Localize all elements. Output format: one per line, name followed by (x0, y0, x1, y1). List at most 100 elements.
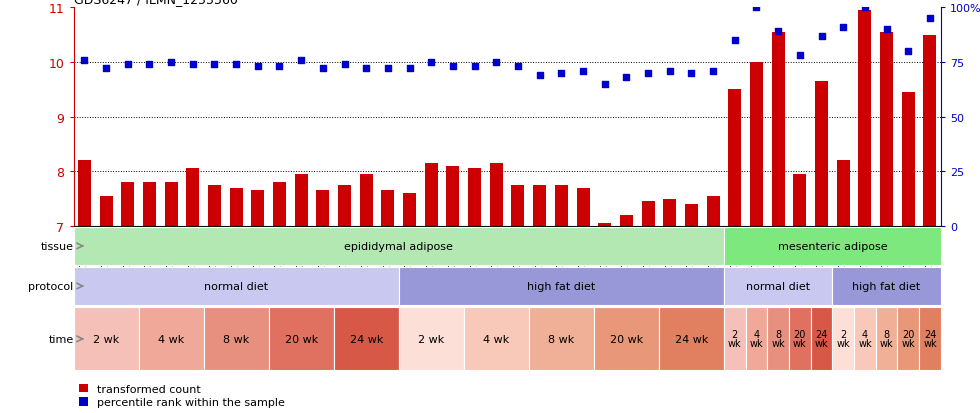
Text: GSM971555: GSM971555 (275, 241, 284, 287)
Point (359, 66, 374, 73)
Point (488, 59, 504, 66)
Text: GSM971561: GSM971561 (405, 241, 415, 287)
Point (380, 66, 396, 73)
Text: GSM971549: GSM971549 (145, 241, 154, 287)
Bar (165, 183, 177, 226)
FancyBboxPatch shape (205, 228, 224, 255)
FancyBboxPatch shape (399, 308, 464, 370)
Text: GSM971552: GSM971552 (210, 241, 219, 287)
Text: GSM971562: GSM971562 (426, 241, 436, 287)
Point (315, 66, 330, 73)
Point (466, 64, 482, 71)
Text: GSM971576: GSM971576 (730, 241, 739, 287)
Text: epididymal adipose: epididymal adipose (344, 241, 453, 251)
Point (98, 66, 114, 73)
Text: GSM971572: GSM971572 (644, 241, 653, 287)
Text: GSM971548: GSM971548 (123, 241, 132, 287)
FancyBboxPatch shape (876, 308, 898, 370)
Point (120, 62, 135, 68)
Bar (533, 185, 546, 226)
FancyBboxPatch shape (898, 308, 919, 370)
FancyBboxPatch shape (421, 228, 441, 255)
FancyBboxPatch shape (333, 308, 399, 370)
FancyBboxPatch shape (595, 228, 614, 255)
Text: GSM971553: GSM971553 (231, 241, 241, 287)
FancyBboxPatch shape (767, 308, 789, 370)
FancyBboxPatch shape (856, 228, 875, 255)
Text: GSM971574: GSM971574 (687, 241, 696, 287)
FancyBboxPatch shape (920, 228, 940, 255)
Bar (576, 188, 590, 226)
Text: high fat diet: high fat diet (527, 281, 596, 291)
Point (901, 49, 916, 55)
Bar (902, 93, 914, 226)
Point (164, 59, 179, 66)
Text: GSM971563: GSM971563 (449, 241, 458, 287)
FancyBboxPatch shape (530, 228, 550, 255)
FancyBboxPatch shape (832, 308, 855, 370)
Text: 4 wk: 4 wk (158, 334, 184, 344)
FancyBboxPatch shape (616, 228, 636, 255)
FancyBboxPatch shape (704, 228, 723, 255)
FancyBboxPatch shape (183, 228, 203, 255)
Point (749, 5, 764, 12)
FancyBboxPatch shape (573, 228, 593, 255)
Text: 8
wk: 8 wk (771, 330, 785, 349)
Bar (295, 175, 308, 226)
Bar (642, 202, 655, 226)
Text: GSM971564: GSM971564 (470, 241, 479, 287)
Bar (555, 185, 567, 226)
Text: 24
wk: 24 wk (923, 330, 937, 349)
FancyBboxPatch shape (746, 308, 767, 370)
Text: GSM971547: GSM971547 (102, 241, 111, 287)
Bar (880, 33, 893, 226)
Text: GSM971581: GSM971581 (839, 241, 848, 287)
Bar (598, 223, 612, 226)
Bar (620, 216, 633, 226)
FancyBboxPatch shape (790, 228, 809, 255)
Text: GSM971565: GSM971565 (492, 241, 501, 287)
Text: GSM971554: GSM971554 (253, 241, 263, 287)
Point (727, 38, 743, 44)
Text: GSM971580: GSM971580 (817, 241, 826, 287)
Text: GSM971556: GSM971556 (297, 241, 306, 287)
Point (293, 57, 309, 64)
Bar (837, 161, 850, 226)
Point (511, 64, 526, 71)
FancyBboxPatch shape (335, 228, 355, 255)
Bar (186, 169, 199, 226)
Bar (707, 196, 719, 226)
Point (445, 64, 461, 71)
FancyBboxPatch shape (248, 228, 268, 255)
Text: 4
wk: 4 wk (750, 330, 763, 349)
Point (402, 66, 417, 73)
Text: GSM971559: GSM971559 (362, 241, 370, 287)
FancyBboxPatch shape (811, 228, 831, 255)
FancyBboxPatch shape (486, 228, 506, 255)
FancyBboxPatch shape (899, 228, 918, 255)
FancyBboxPatch shape (464, 308, 529, 370)
Bar (100, 196, 113, 226)
FancyBboxPatch shape (724, 227, 941, 266)
FancyBboxPatch shape (660, 228, 679, 255)
FancyBboxPatch shape (509, 228, 528, 255)
Point (922, 16, 938, 22)
Bar (251, 191, 265, 226)
Bar (424, 164, 438, 226)
Text: GDS6247 / ILMN_1255560: GDS6247 / ILMN_1255560 (74, 0, 237, 6)
Text: 2
wk: 2 wk (728, 330, 742, 349)
Bar (663, 199, 676, 226)
Text: 2 wk: 2 wk (93, 334, 120, 344)
Point (835, 25, 851, 31)
Text: GSM971582: GSM971582 (860, 241, 869, 287)
Bar (815, 82, 828, 226)
Bar (229, 188, 243, 226)
Text: 20
wk: 20 wk (793, 330, 807, 349)
Text: 24 wk: 24 wk (675, 334, 709, 344)
Bar (208, 185, 220, 226)
Text: GSM971585: GSM971585 (925, 241, 935, 287)
Text: normal diet: normal diet (204, 281, 269, 291)
Point (271, 64, 287, 71)
Text: time: time (48, 334, 74, 344)
Bar (728, 90, 741, 226)
